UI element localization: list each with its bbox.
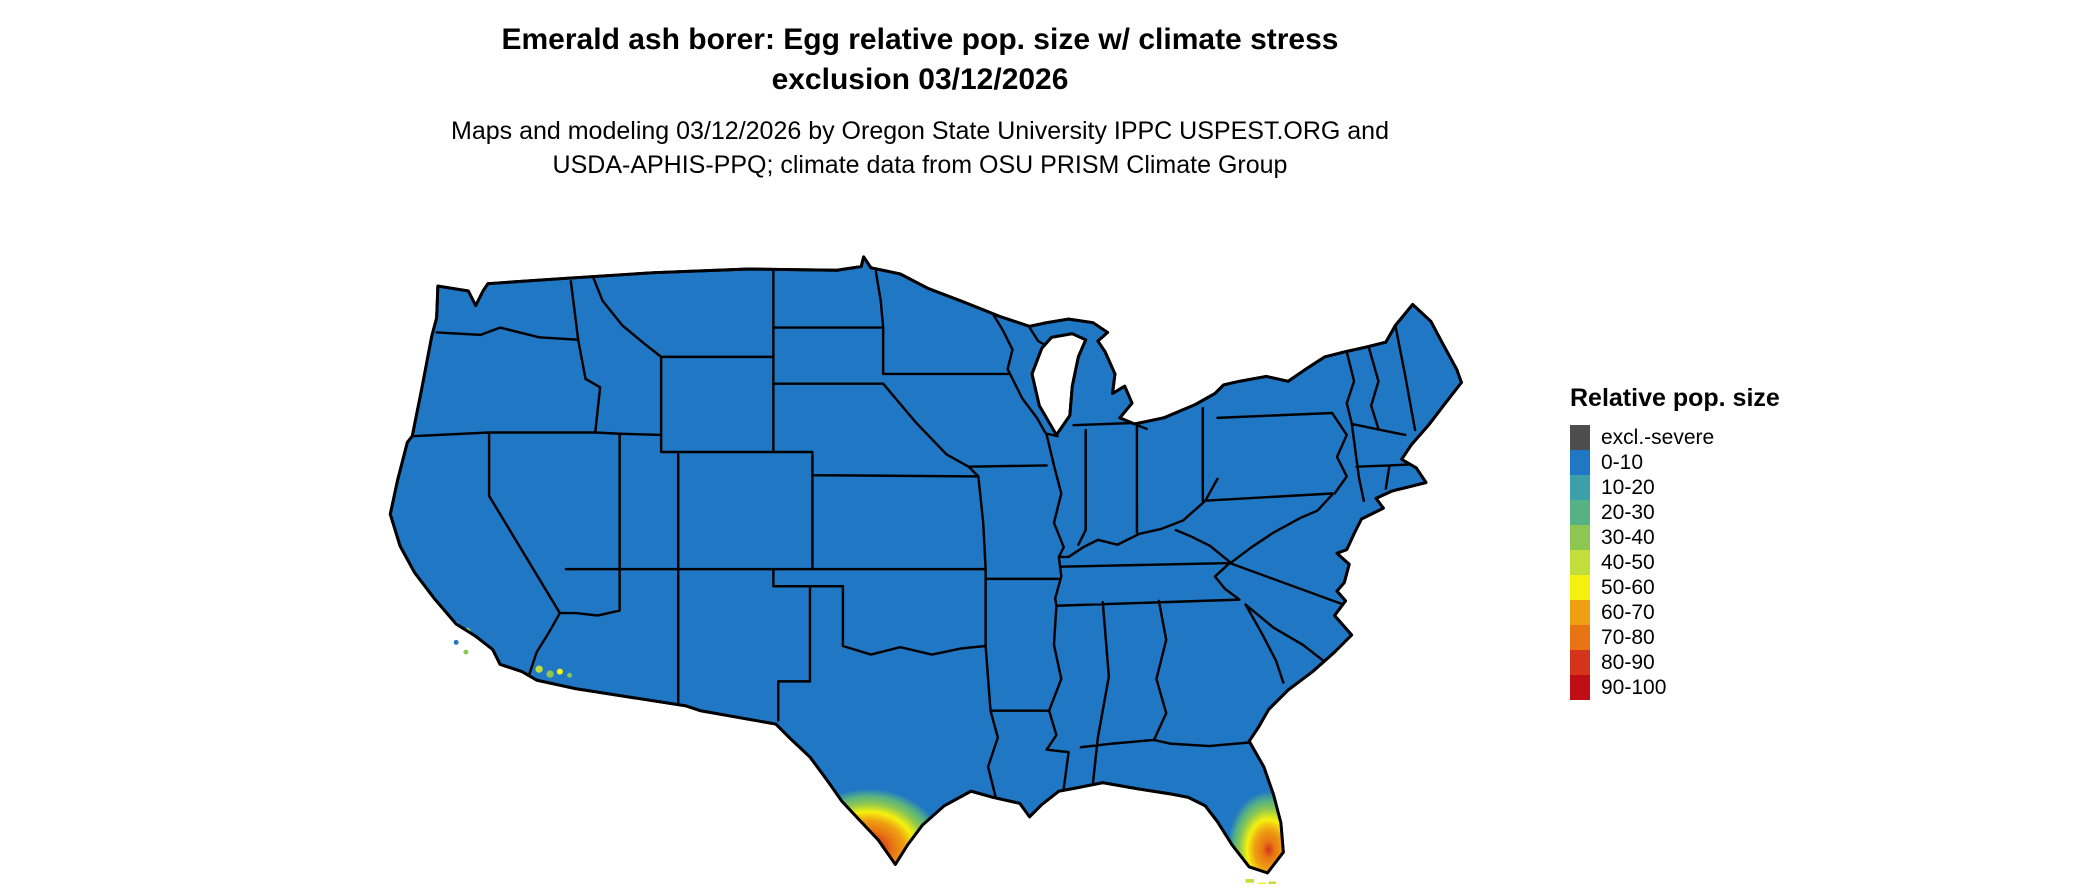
page-title-line1: Emerald ash borer: Egg relative pop. siz… [501,23,1339,56]
legend-label: 90-100 [1601,675,1667,699]
legend-row: 90-100 [1570,675,1780,700]
map-subtitle: Maps and modeling 03/12/2026 by Oregon S… [0,114,1840,182]
map-header: Emerald ash borer: Egg relative pop. siz… [0,20,1840,182]
legend-row: excl.-severe [1570,425,1780,450]
legend-label: 0-10 [1601,450,1644,474]
legend-label: 40-50 [1601,550,1655,574]
channel-islands [453,639,469,655]
legend-row: 40-50 [1570,550,1780,575]
legend-label: excl.-severe [1601,425,1715,449]
legend-swatch [1570,625,1590,650]
legend-label: 30-40 [1601,525,1655,549]
legend-swatch [1570,500,1590,525]
legend-row: 10-20 [1570,475,1780,500]
arizona-speckles [535,665,573,678]
legend-row: 0-10 [1570,450,1780,475]
legend-row: 70-80 [1570,625,1780,650]
legend-row: 50-60 [1570,575,1780,600]
legend-swatch [1570,650,1590,675]
legend-row: 30-40 [1570,525,1780,550]
legend-swatch [1570,450,1590,475]
us-outline [388,255,1463,875]
legend-swatch [1570,675,1590,700]
page-title-line2: exclusion 03/12/2026 [771,63,1069,96]
legend-rows: excl.-severe 0-10 10-20 20-30 30-40 40-50 50-6… [1570,425,1780,700]
us-map-container [300,225,1520,884]
legend-swatch [1570,475,1590,500]
legend-swatch [1570,550,1590,575]
legend-label: 10-20 [1601,475,1655,499]
subtitle-line1: Maps and modeling 03/12/2026 by Oregon S… [451,117,1389,145]
subtitle-line2: USDA-APHIS-PPQ; climate data from OSU PR… [552,151,1288,179]
us-map [388,255,1463,884]
legend-row: 60-70 [1570,600,1780,625]
legend-label: 20-30 [1601,500,1655,524]
legend-swatch [1570,575,1590,600]
legend-label: 50-60 [1601,575,1655,599]
legend-row: 20-30 [1570,500,1780,525]
legend: Relative pop. size excl.-severe 0-10 10-20… [1570,384,1780,700]
legend-swatch [1570,425,1590,450]
legend-swatch [1570,525,1590,550]
state-borders [411,269,1417,798]
legend-row: 80-90 [1570,650,1780,675]
legend-swatch [1570,600,1590,625]
us-landmass [388,255,1463,875]
legend-title: Relative pop. size [1570,384,1780,412]
legend-label: 70-80 [1601,625,1655,649]
legend-label: 60-70 [1601,600,1655,624]
legend-label: 80-90 [1601,650,1655,674]
florida-keys [1245,879,1276,884]
